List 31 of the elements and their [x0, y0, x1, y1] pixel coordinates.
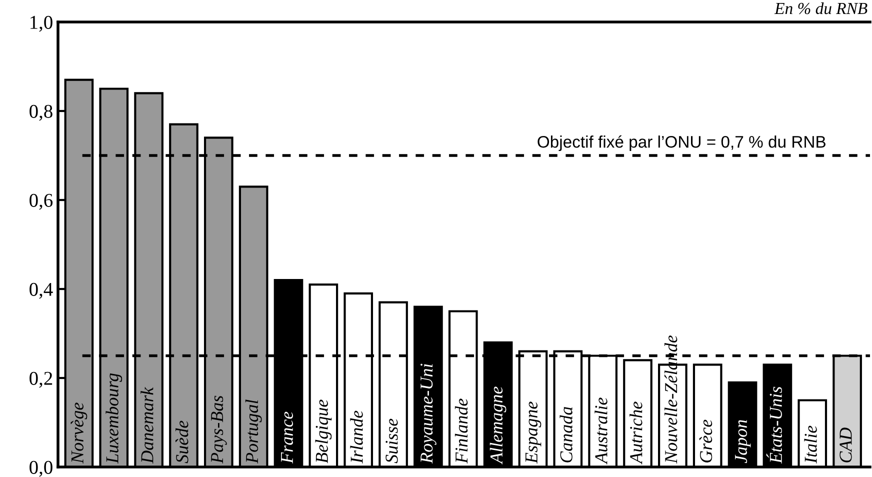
x-tick-label: Japon — [735, 420, 751, 464]
y-tick-label: 0,2 — [30, 372, 52, 388]
x-tick-label: Australie — [594, 398, 608, 464]
y-tick-label: 0,4 — [30, 282, 53, 299]
y-tick-label: 0,6 — [30, 194, 53, 210]
x-tick-label: Suisse — [386, 418, 398, 464]
x-tick-label: France — [281, 412, 294, 464]
y-tick-label: 1,0 — [30, 16, 52, 32]
x-tick-label: Autriche — [630, 402, 642, 464]
x-tick-label: Allemagne — [490, 386, 506, 464]
x-tick-label: Portugal — [245, 400, 262, 464]
x-tick-label: Nouvelle-Zélande — [664, 335, 678, 464]
x-tick-label: Luxembourg — [106, 373, 122, 464]
x-tick-label: Grèce — [699, 420, 712, 462]
y-tick-label: 0,8 — [30, 104, 52, 121]
x-tick-label: Royaume-Uni — [420, 364, 436, 464]
x-tick-label: Belgique — [315, 400, 332, 464]
chart-title: En % du RNB — [774, 2, 868, 14]
x-tick-label: Danemark — [140, 386, 154, 464]
x-tick-label: CAD — [840, 428, 852, 462]
x-tick-label: États-Unis — [766, 386, 782, 464]
x-tick-label: Norvège — [70, 402, 88, 464]
x-tick-label: Pays-Bas — [211, 396, 227, 464]
x-tick-label: Suède — [176, 420, 188, 464]
x-tick-label: Espagne — [525, 402, 542, 464]
x-tick-label: Irlande — [350, 410, 363, 464]
y-tick-label: 0,0 — [30, 460, 52, 477]
x-tick-label: Finlande — [454, 398, 468, 464]
x-tick-label: Italie — [804, 426, 817, 464]
x-tick-label: Canada — [560, 406, 572, 462]
ref-line-label: Objectif fixé par l’ONU = 0,7 % du RNB — [538, 135, 826, 152]
